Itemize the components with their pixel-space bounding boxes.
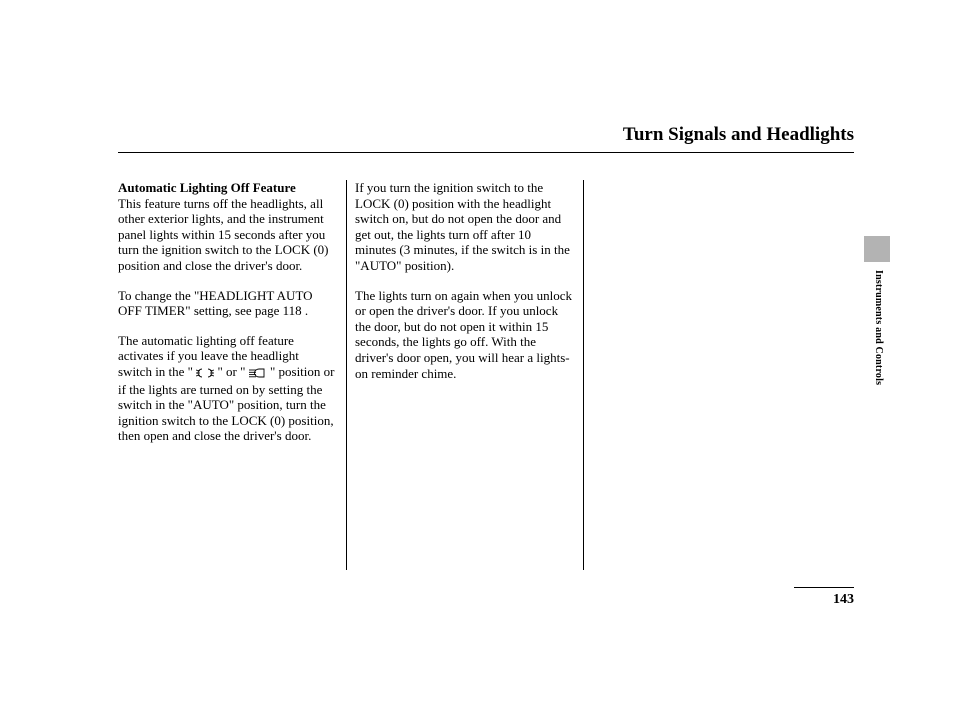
heading-rule bbox=[118, 152, 854, 153]
page-title: Turn Signals and Headlights bbox=[623, 124, 854, 146]
column-divider-2 bbox=[583, 180, 584, 570]
para-1: Automatic Lighting Off Feature This feat… bbox=[118, 180, 336, 274]
parking-lights-icon bbox=[196, 366, 214, 382]
para-4: If you turn the ignition switch to the L… bbox=[355, 180, 573, 274]
para-3b: " or " bbox=[218, 364, 249, 379]
page-number-rule bbox=[794, 587, 854, 588]
column-1: Automatic Lighting Off Feature This feat… bbox=[118, 180, 346, 570]
column-3 bbox=[592, 180, 820, 570]
headlights-icon bbox=[249, 366, 267, 382]
section-tab bbox=[864, 236, 890, 262]
page: Turn Signals and Headlights Automatic Li… bbox=[0, 0, 954, 710]
para-5: The lights turn on again when you unlock… bbox=[355, 288, 573, 382]
section-label: Instruments and Controls bbox=[873, 270, 884, 385]
para-1-text: This feature turns off the headlights, a… bbox=[118, 196, 329, 273]
para-3: The automatic lighting off feature activ… bbox=[118, 333, 336, 444]
column-divider-1 bbox=[346, 180, 347, 570]
page-number: 143 bbox=[833, 592, 854, 608]
column-2: If you turn the ignition switch to the L… bbox=[355, 180, 583, 570]
subheading: Automatic Lighting Off Feature bbox=[118, 180, 296, 195]
para-2: To change the "HEADLIGHT AUTO OFF TIMER"… bbox=[118, 288, 336, 319]
body-columns: Automatic Lighting Off Feature This feat… bbox=[118, 180, 820, 570]
